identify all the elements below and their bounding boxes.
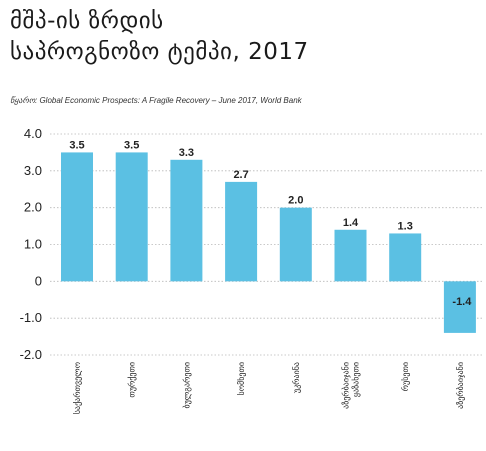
- x-category-label-line: ბულგარეთი: [181, 362, 191, 409]
- x-category-label: თურქეთი: [127, 362, 137, 398]
- bar-value-label: 1.4: [343, 217, 359, 229]
- bar: [61, 152, 93, 282]
- x-category-label: აზერბაიჯანი: [455, 362, 465, 409]
- bar-layer: [61, 152, 476, 333]
- x-category-label: სომხეთი: [236, 362, 246, 395]
- bar-value-label: 1.3: [398, 220, 413, 232]
- bar: [225, 181, 258, 282]
- x-category-label-line: რუსეთი: [400, 362, 410, 391]
- chart-title: მშპ-ის ზრდის საპროგნოზო ტემპი, 2017: [10, 6, 480, 68]
- bar: [334, 229, 367, 282]
- x-category-label-line: აზერბაიჯანი: [341, 362, 351, 409]
- bar: [279, 207, 312, 282]
- chart-title-line-1: მშპ-ის ზრდის: [10, 8, 164, 34]
- x-category-label: უკრაინა: [291, 362, 301, 393]
- x-category-label-line: თურქეთი: [127, 362, 137, 398]
- chart-title-line-2: საპროგნოზო ტემპი, 2017: [10, 39, 309, 65]
- bar-value-label: 2.0: [288, 195, 303, 207]
- y-tick-label: 0: [35, 273, 42, 288]
- grid-layer: 4.0 3.0 2.0 1.0 0 -1.0 -2.0: [20, 126, 482, 362]
- bar-value-label: -1.4: [452, 296, 472, 308]
- x-category-label: ბულგარეთი: [181, 362, 191, 409]
- y-tick-label: -1.0: [20, 310, 42, 325]
- bar-value-label: 3.3: [179, 147, 194, 159]
- x-category-label-line: საქართველო: [72, 362, 82, 414]
- bar-value-label: 3.5: [124, 139, 139, 151]
- x-category-label: საქართველო: [72, 362, 82, 414]
- x-category-label: რუსეთი: [400, 362, 410, 391]
- y-tick-label: 3.0: [24, 163, 42, 178]
- y-tick-label: 2.0: [24, 200, 42, 215]
- x-category-label-line: სომხეთი: [236, 362, 246, 395]
- x-category-label: აზერბაიჯანიყაზახეთი: [341, 362, 361, 409]
- bar: [389, 233, 422, 282]
- x-category-label-line: აზერბაიჯანი: [455, 362, 465, 409]
- bar-value-label: 2.7: [233, 169, 248, 181]
- bar: [170, 159, 203, 282]
- y-tick-label: -2.0: [20, 347, 42, 362]
- label-layer: 3.5 საქართველო 3.5 თურქეთი 3.3 ბულგარეთი 2.7 სო…: [69, 139, 472, 414]
- x-category-label-line: ყაზახეთი: [351, 362, 361, 397]
- y-tick-label: 1.0: [24, 237, 42, 252]
- bar: [115, 152, 148, 282]
- x-category-label-line: უკრაინა: [291, 362, 301, 393]
- y-tick-label: 4.0: [24, 126, 42, 141]
- chart-source: წყარო: Global Economic Prospects: A Frag…: [10, 96, 302, 105]
- bar: [443, 281, 476, 333]
- bar-value-label: 3.5: [69, 139, 84, 151]
